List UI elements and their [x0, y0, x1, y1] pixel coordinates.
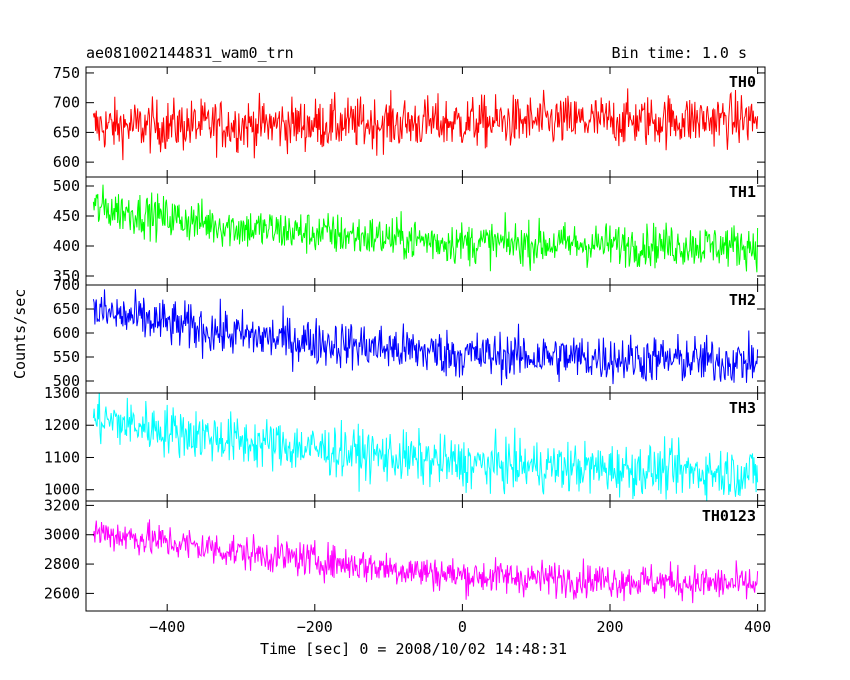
y-tick-label: 500 — [53, 177, 80, 195]
series-label-th3: TH3 — [729, 399, 756, 417]
series-line-th1 — [92, 184, 759, 273]
y-tick-label: 2800 — [44, 555, 80, 573]
bin-time-label: Bin time: 1.0 s — [611, 44, 747, 62]
x-tick-label: 400 — [744, 618, 771, 636]
y-tick-label: 1100 — [44, 448, 80, 466]
series-label-th0: TH0 — [729, 73, 756, 91]
y-tick-label: 650 — [53, 123, 80, 141]
y-tick-label: 550 — [53, 348, 80, 366]
y-tick-label: 1200 — [44, 416, 80, 434]
y-tick-label: 600 — [53, 153, 80, 171]
y-tick-label: 1300 — [44, 384, 80, 402]
y-tick-label: 350 — [53, 267, 80, 285]
x-tick-label: −200 — [297, 618, 333, 636]
series-label-th1: TH1 — [729, 183, 756, 201]
series-line-th2 — [92, 289, 759, 386]
series-line-th0 — [92, 88, 759, 161]
y-tick-label: 650 — [53, 300, 80, 318]
y-tick-label: 400 — [53, 237, 80, 255]
y-tick-label: 3000 — [44, 526, 80, 544]
panel-frame-th2 — [85, 284, 766, 394]
x-axis-label: Time [sec] 0 = 2008/10/02 14:48:31 — [260, 640, 568, 658]
y-tick-label: 3200 — [44, 496, 80, 514]
series-line-th3 — [92, 393, 759, 501]
x-tick-label: −400 — [149, 618, 185, 636]
series-label-th2: TH2 — [729, 291, 756, 309]
y-axis-label: Counts/sec — [11, 288, 29, 379]
y-tick-label: 700 — [53, 276, 80, 294]
x-tick-label: 0 — [458, 618, 467, 636]
y-tick-label: 450 — [53, 207, 80, 225]
y-tick-label: 600 — [53, 324, 80, 342]
series-label-th0123: TH0123 — [702, 507, 756, 525]
y-tick-label: 2600 — [44, 584, 80, 602]
panel-frame-th0123 — [85, 500, 766, 612]
y-tick-label: 750 — [53, 64, 80, 82]
x-tick-label: 200 — [596, 618, 623, 636]
y-tick-label: 700 — [53, 94, 80, 112]
y-tick-label: 500 — [53, 372, 80, 390]
y-tick-label: 1000 — [44, 481, 80, 499]
plot-title: ae081002144831_wam0_trn — [86, 44, 294, 62]
series-line-th0123 — [92, 519, 759, 604]
